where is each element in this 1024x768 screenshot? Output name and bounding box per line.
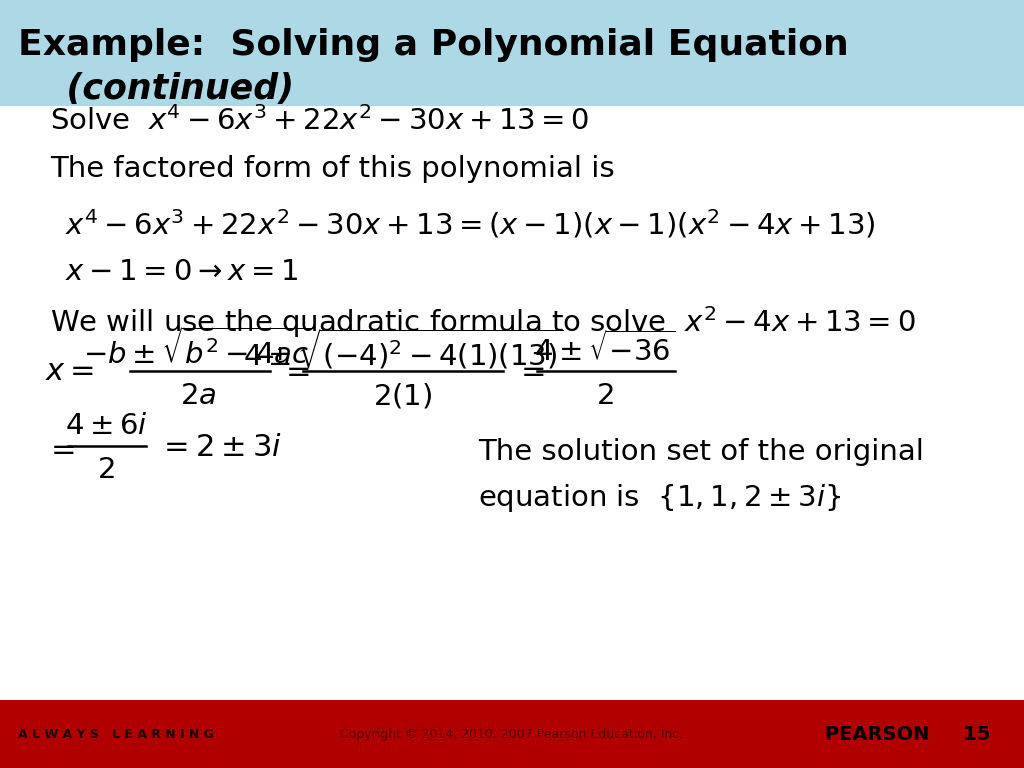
Text: $x =$: $x =$ [45, 356, 94, 386]
Text: $2(1)$: $2(1)$ [374, 382, 433, 411]
Text: $2$: $2$ [97, 456, 115, 484]
Text: Solve $\ x^4 - 6x^3 + 22x^2 - 30x + 13 = 0$: Solve $\ x^4 - 6x^3 + 22x^2 - 30x + 13 =… [50, 106, 590, 136]
FancyBboxPatch shape [0, 0, 1024, 106]
Text: $4 \pm \sqrt{-36}$: $4 \pm \sqrt{-36}$ [535, 331, 676, 367]
Text: $4 \pm \sqrt{(-4)^2 - 4(1)(13)}$: $4 \pm \sqrt{(-4)^2 - 4(1)(13)}$ [243, 326, 563, 372]
Text: $2a$: $2a$ [180, 382, 216, 410]
Text: $4 \pm 6i$: $4 \pm 6i$ [65, 412, 147, 440]
Text: $=$: $=$ [280, 356, 310, 386]
Text: $-b \pm \sqrt{b^2 - 4ac}$: $-b \pm \sqrt{b^2 - 4ac}$ [83, 328, 313, 370]
Text: The factored form of this polynomial is: The factored form of this polynomial is [50, 155, 614, 183]
Text: $x - 1 = 0 \rightarrow x = 1$: $x - 1 = 0 \rightarrow x = 1$ [65, 258, 298, 286]
Text: We will use the quadratic formula to solve $\ x^2 - 4x + 13 = 0$: We will use the quadratic formula to sol… [50, 304, 915, 340]
Text: $= 2 \pm 3i$: $= 2 \pm 3i$ [158, 433, 282, 462]
Text: Example:  Solving a Polynomial Equation: Example: Solving a Polynomial Equation [18, 28, 849, 62]
Text: (continued): (continued) [18, 72, 294, 106]
Text: PEARSON     15: PEARSON 15 [824, 725, 990, 743]
Text: $=$: $=$ [515, 356, 546, 386]
Text: Copyright © 2014, 2010, 2007 Pearson Education, Inc.: Copyright © 2014, 2010, 2007 Pearson Edu… [340, 728, 684, 740]
Text: $=$: $=$ [45, 433, 76, 462]
FancyBboxPatch shape [0, 700, 1024, 768]
Text: A L W A Y S   L E A R N I N G: A L W A Y S L E A R N I N G [18, 728, 214, 740]
Text: $2$: $2$ [596, 382, 613, 410]
Text: $x^4 - 6x^3 + 22x^2 - 30x + 13 = (x-1)(x-1)(x^2 - 4x + 13)$: $x^4 - 6x^3 + 22x^2 - 30x + 13 = (x-1)(x… [65, 208, 876, 241]
Text: equation is $\ \{1, 1, 2 \pm 3i\}$: equation is $\ \{1, 1, 2 \pm 3i\}$ [478, 482, 841, 514]
Text: The solution set of the original: The solution set of the original [478, 438, 924, 466]
